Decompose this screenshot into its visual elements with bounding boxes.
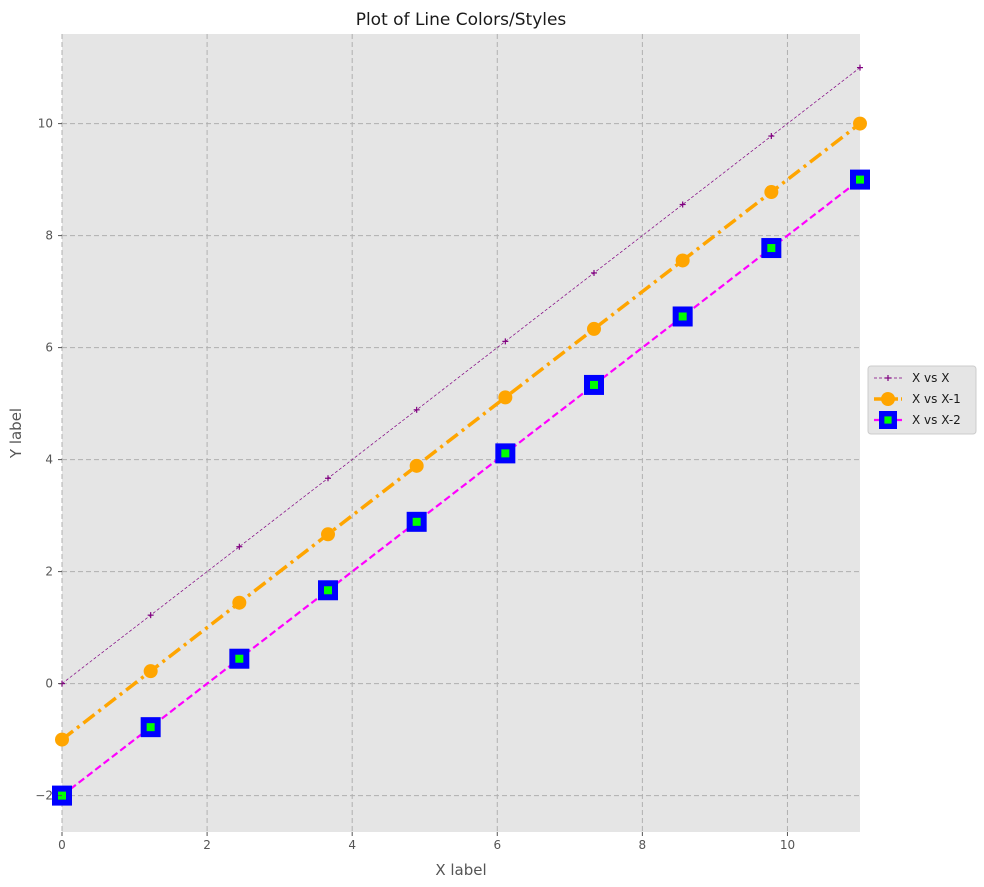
data-point bbox=[850, 169, 870, 190]
y-axis-label: Y label bbox=[7, 408, 25, 459]
y-tick-label: 6 bbox=[45, 341, 53, 355]
x-tick-label: 10 bbox=[780, 838, 795, 852]
y-tick-label: −2 bbox=[35, 789, 53, 803]
y-tick-label: 0 bbox=[45, 677, 53, 691]
data-point bbox=[586, 321, 601, 336]
legend-marker-2 bbox=[881, 392, 895, 406]
data-point bbox=[413, 406, 420, 413]
markers-layer bbox=[52, 64, 870, 806]
plot-area bbox=[62, 34, 860, 832]
legend: X vs X X vs X-1 X vs X-2 bbox=[867, 365, 977, 435]
data-point bbox=[406, 511, 427, 532]
data-point bbox=[143, 664, 158, 679]
data-point bbox=[768, 133, 775, 140]
data-point bbox=[409, 458, 424, 473]
data-point bbox=[857, 64, 863, 71]
legend-label-1: X vs X bbox=[912, 371, 949, 385]
data-point bbox=[679, 201, 686, 208]
y-tick-label: 2 bbox=[45, 565, 53, 579]
series-line-1 bbox=[62, 67, 860, 684]
data-point bbox=[318, 580, 339, 601]
data-point bbox=[761, 238, 782, 259]
y-tick-label: 4 bbox=[45, 453, 53, 467]
x-tick-label: 0 bbox=[58, 838, 66, 852]
series-line-3 bbox=[62, 178, 860, 797]
data-point bbox=[232, 595, 247, 610]
y-tick-label: 8 bbox=[45, 229, 53, 243]
data-point bbox=[853, 116, 867, 131]
legend-label-3: X vs X-2 bbox=[912, 413, 961, 427]
data-point bbox=[147, 612, 154, 619]
chart-title: Plot of Line Colors/Styles bbox=[356, 10, 567, 30]
data-point bbox=[590, 269, 597, 276]
x-tick-label: 2 bbox=[203, 838, 211, 852]
legend-marker-1 bbox=[885, 375, 891, 381]
data-point bbox=[675, 253, 690, 268]
data-point bbox=[321, 527, 336, 542]
data-point bbox=[583, 374, 604, 395]
data-point bbox=[55, 732, 69, 747]
legend-label-2: X vs X-1 bbox=[912, 392, 961, 406]
x-tick-label: 4 bbox=[348, 838, 356, 852]
grid-lines bbox=[61, 34, 860, 832]
data-point bbox=[229, 648, 250, 669]
data-point bbox=[764, 185, 779, 200]
data-point bbox=[498, 390, 513, 405]
series-layer bbox=[62, 67, 860, 797]
data-point bbox=[495, 443, 516, 464]
x-tick-label: 8 bbox=[639, 838, 647, 852]
legend-marker-3 bbox=[879, 411, 897, 429]
data-point bbox=[236, 543, 243, 550]
data-point bbox=[325, 475, 332, 482]
data-point bbox=[140, 717, 161, 738]
axis-ticks: 0 2 4 6 8 10 −2 0 2 4 6 8 10 bbox=[35, 117, 795, 852]
data-point bbox=[672, 306, 693, 327]
series-line-2 bbox=[62, 122, 860, 741]
x-tick-label: 6 bbox=[493, 838, 501, 852]
x-axis-label: X label bbox=[435, 861, 486, 879]
data-point bbox=[502, 338, 509, 345]
y-tick-label: 10 bbox=[38, 117, 53, 131]
